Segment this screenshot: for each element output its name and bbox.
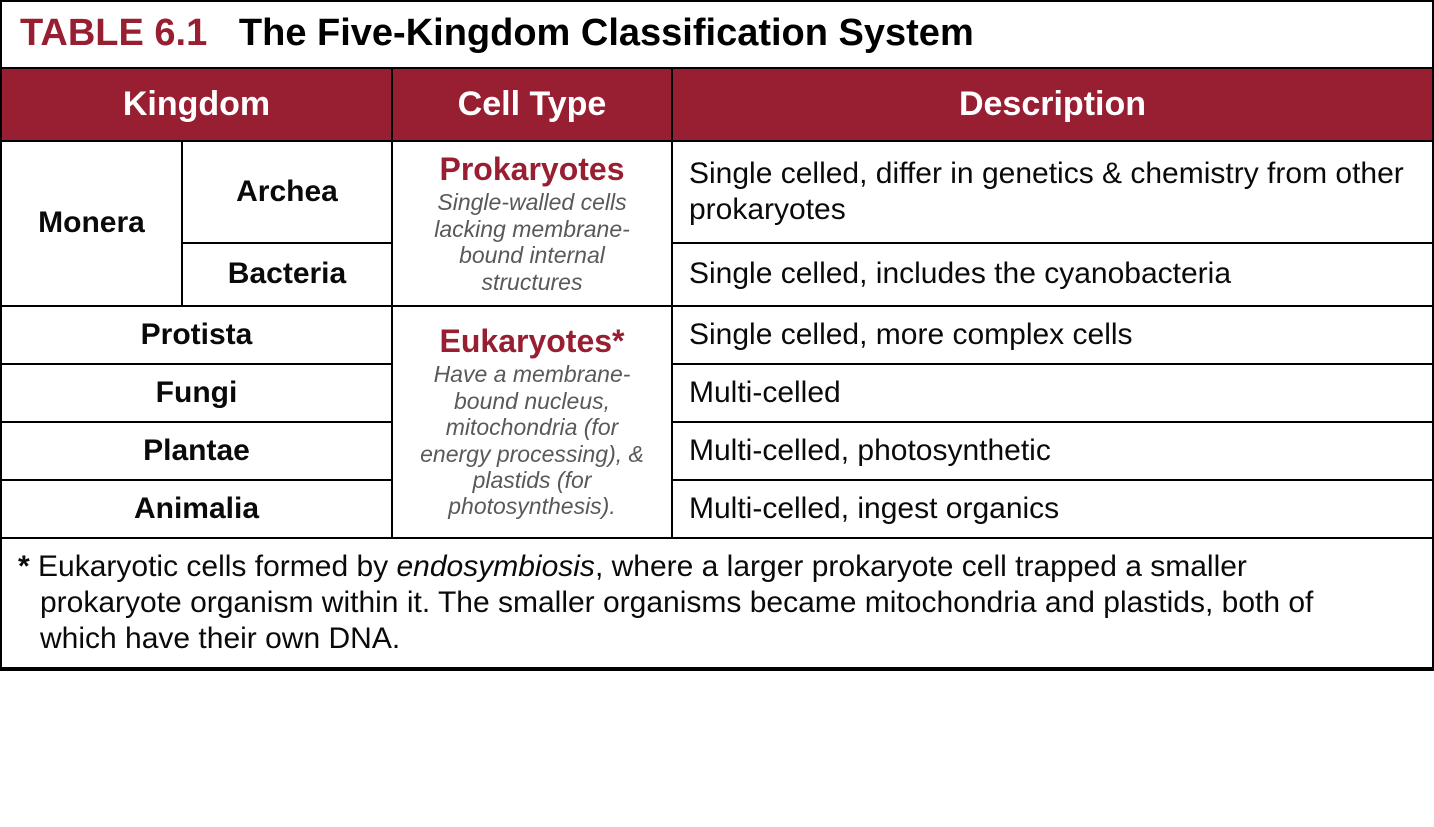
header-description: Description <box>672 69 1432 141</box>
header-cell-type: Cell Type <box>392 69 672 141</box>
table-caption: TABLE 6.1 The Five-Kingdom Classificatio… <box>2 2 1432 69</box>
desc-animalia: Multi-celled, ingest organics <box>672 480 1432 538</box>
kingdom-bacteria: Bacteria <box>182 243 392 306</box>
header-kingdom: Kingdom <box>2 69 392 141</box>
kingdom-plantae: Plantae <box>2 422 392 480</box>
kingdom-animalia: Animalia <box>2 480 392 538</box>
table-header-row: Kingdom Cell Type Description <box>2 69 1432 141</box>
table-row: Plantae Multi-celled, photosynthetic <box>2 422 1432 480</box>
desc-plantae: Multi-celled, photosynthetic <box>672 422 1432 480</box>
footnote-line1b: , where a larger prokaryote cell trapped… <box>595 550 1247 583</box>
classification-table: Kingdom Cell Type Description Monera Arc… <box>2 69 1432 669</box>
kingdom-protista: Protista <box>2 306 392 364</box>
footnote-em: endosymbiosis <box>397 550 595 583</box>
celltype-eukaryotes-name-text: Eukaryotes <box>440 323 613 359</box>
table-row: Protista Eukaryotes* Have a membrane-bou… <box>2 306 1432 364</box>
footnote-text: * Eukaryotic cells formed by endosymbios… <box>18 550 1247 583</box>
celltype-prokaryotes-note: Single-walled cells lacking membrane-bou… <box>409 189 655 295</box>
table-title-sep <box>218 12 239 54</box>
table-frame: TABLE 6.1 The Five-Kingdom Classificatio… <box>0 0 1434 671</box>
table-footnote-row: * Eukaryotic cells formed by endosymbios… <box>2 538 1432 668</box>
table-row: Monera Archea Prokaryotes Single-walled … <box>2 141 1432 243</box>
kingdom-monera: Monera <box>2 141 182 306</box>
celltype-prokaryotes: Prokaryotes Single-walled cells lacking … <box>392 141 672 306</box>
footnote-star: * <box>18 550 30 583</box>
table-title: The Five-Kingdom Classification System <box>239 12 974 54</box>
celltype-eukaryotes: Eukaryotes* Have a membrane-bound nucleu… <box>392 306 672 538</box>
celltype-eukaryotes-note: Have a membrane-bound nucleus, mitochond… <box>409 361 655 520</box>
footnote-line1a: Eukaryotic cells formed by <box>38 550 396 583</box>
celltype-eukaryotes-star: * <box>612 323 624 359</box>
desc-protista: Single celled, more complex cells <box>672 306 1432 364</box>
footnote-line3: which have their own DNA. <box>18 621 1416 657</box>
desc-fungi: Multi-celled <box>672 364 1432 422</box>
desc-archea: Single celled, differ in genetics & chem… <box>672 141 1432 243</box>
table-row: Animalia Multi-celled, ingest organics <box>2 480 1432 538</box>
celltype-eukaryotes-name: Eukaryotes* <box>409 324 655 359</box>
table-row: Bacteria Single celled, includes the cya… <box>2 243 1432 306</box>
table-label: TABLE 6.1 <box>20 12 207 54</box>
footnote-line2: prokaryote organism within it. The small… <box>18 585 1416 621</box>
footnote-cell: * Eukaryotic cells formed by endosymbios… <box>2 538 1432 668</box>
celltype-prokaryotes-name: Prokaryotes <box>409 152 655 187</box>
kingdom-fungi: Fungi <box>2 364 392 422</box>
desc-bacteria: Single celled, includes the cyanobacteri… <box>672 243 1432 306</box>
table-row: Fungi Multi-celled <box>2 364 1432 422</box>
kingdom-archea: Archea <box>182 141 392 243</box>
